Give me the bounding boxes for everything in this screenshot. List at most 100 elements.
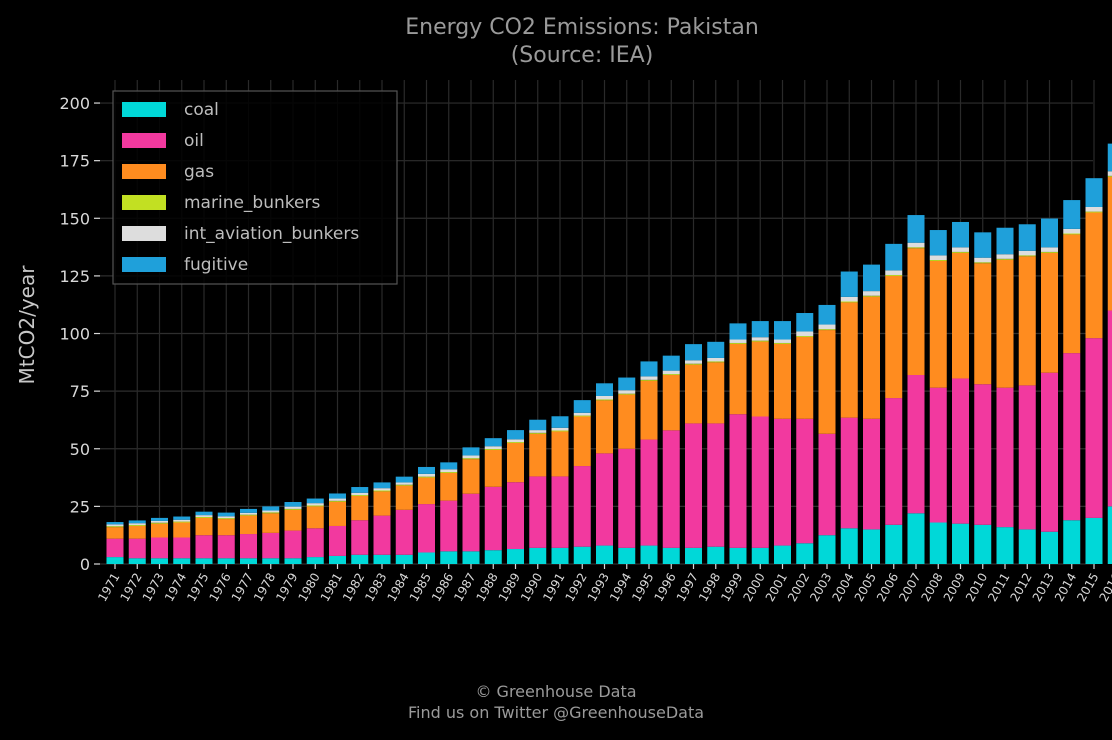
bar-marine_bunkers-1988 bbox=[484, 448, 502, 450]
bar-fugitive-1978 bbox=[262, 506, 280, 511]
bar-oil-2009 bbox=[952, 378, 969, 524]
bar-marine_bunkers-1972 bbox=[128, 525, 146, 526]
bar-coal-2002 bbox=[796, 543, 814, 564]
bar-coal-1993 bbox=[596, 545, 613, 564]
bar-gas-2001 bbox=[774, 343, 791, 419]
x-tick-label: 1981 bbox=[318, 571, 345, 604]
bar-coal-1976 bbox=[217, 558, 235, 564]
bar-gas-2005 bbox=[863, 296, 880, 419]
footer-copyright: © Greenhouse Data bbox=[475, 682, 637, 701]
bar-fugitive-1992 bbox=[573, 400, 591, 413]
bar-fugitive-1979 bbox=[284, 502, 302, 507]
x-tick-label: 2001 bbox=[763, 571, 790, 604]
bar-coal-1972 bbox=[128, 558, 146, 564]
bar-fugitive-1972 bbox=[128, 520, 146, 524]
bar-oil-1976 bbox=[217, 535, 235, 559]
bar-gas-1979 bbox=[284, 509, 302, 531]
bar-coal-1981 bbox=[329, 555, 346, 564]
x-tick-label: 1984 bbox=[384, 571, 411, 604]
bar-oil-2011 bbox=[996, 387, 1014, 528]
bar-coal-1973 bbox=[151, 558, 168, 564]
bar-gas-1976 bbox=[217, 519, 235, 536]
legend: coal oil gas marine_bunkers int_aviation_bun… bbox=[112, 90, 398, 285]
bar-int_aviation_bunkers-1993 bbox=[596, 395, 613, 400]
bar-gas-2013 bbox=[1041, 252, 1058, 373]
bar-oil-1988 bbox=[484, 486, 502, 551]
bar-int_aviation_bunkers-1971 bbox=[106, 524, 124, 527]
x-tick-label: 2000 bbox=[740, 571, 767, 604]
bar-coal-1979 bbox=[284, 558, 302, 564]
bar-oil-2012 bbox=[1018, 385, 1036, 530]
bar-coal-2011 bbox=[996, 527, 1014, 564]
y-tick-label: 125 bbox=[59, 267, 90, 286]
bar-int_aviation_bunkers-1995 bbox=[640, 376, 658, 380]
bar-oil-2010 bbox=[974, 384, 992, 525]
bar-gas-2003 bbox=[818, 330, 836, 434]
bar-int_aviation_bunkers-2007 bbox=[907, 242, 925, 248]
bar-coal-2013 bbox=[1041, 531, 1058, 564]
legend-label-fugitive: fugitive bbox=[184, 255, 248, 275]
x-tick-label: 2016 bbox=[1096, 571, 1112, 604]
x-tick-label: 1974 bbox=[162, 571, 189, 604]
bar-coal-2006 bbox=[885, 524, 903, 564]
bar-oil-1989 bbox=[507, 482, 524, 550]
bar-int_aviation_bunkers-2001 bbox=[774, 339, 791, 343]
bar-int_aviation_bunkers-2003 bbox=[818, 324, 836, 330]
bar-coal-1982 bbox=[351, 554, 369, 564]
bar-fugitive-1994 bbox=[618, 377, 636, 391]
x-tick-label: 2008 bbox=[918, 571, 945, 604]
bar-fugitive-2012 bbox=[1018, 224, 1036, 251]
bar-oil-1981 bbox=[329, 525, 346, 556]
bar-fugitive-1985 bbox=[418, 466, 435, 474]
bar-gas-1987 bbox=[462, 459, 480, 494]
bar-fugitive-1990 bbox=[529, 419, 547, 431]
bar-int_aviation_bunkers-1979 bbox=[284, 506, 302, 509]
bar-marine_bunkers-1994 bbox=[618, 393, 636, 395]
y-axis-label: MtCO2/year bbox=[15, 265, 39, 385]
bar-gas-1974 bbox=[173, 522, 191, 538]
bar-marine_bunkers-1977 bbox=[240, 514, 257, 516]
bar-marine_bunkers-1976 bbox=[217, 518, 235, 520]
bar-fugitive-1971 bbox=[106, 522, 124, 525]
bar-marine_bunkers-2011 bbox=[996, 258, 1014, 260]
x-tick-label: 1972 bbox=[117, 571, 144, 604]
bar-gas-1989 bbox=[507, 443, 524, 483]
x-tick-label: 2003 bbox=[807, 571, 834, 604]
bar-coal-2007 bbox=[907, 513, 925, 564]
bar-fugitive-2007 bbox=[907, 215, 925, 243]
bar-marine_bunkers-1990 bbox=[529, 432, 547, 434]
bar-gas-1975 bbox=[195, 517, 213, 536]
bar-coal-1996 bbox=[662, 547, 680, 564]
bar-coal-1977 bbox=[240, 558, 257, 564]
bar-marine_bunkers-1999 bbox=[729, 342, 747, 344]
bar-gas-1977 bbox=[240, 515, 257, 535]
bar-marine_bunkers-1978 bbox=[262, 512, 280, 514]
bar-marine_bunkers-1986 bbox=[440, 472, 458, 473]
bar-coal-2000 bbox=[751, 547, 769, 564]
x-tick-label: 1973 bbox=[140, 571, 167, 604]
bar-gas-1990 bbox=[529, 433, 547, 477]
bar-coal-2008 bbox=[929, 522, 947, 564]
x-tick-label: 1989 bbox=[496, 571, 523, 604]
bar-fugitive-1999 bbox=[729, 323, 747, 340]
x-tick-label: 1986 bbox=[429, 571, 456, 604]
bar-marine_bunkers-2016 bbox=[1107, 175, 1112, 177]
bar-marine_bunkers-2015 bbox=[1085, 211, 1103, 213]
bar-gas-1984 bbox=[395, 485, 413, 510]
bar-gas-1982 bbox=[351, 496, 369, 521]
bar-coal-1978 bbox=[262, 558, 280, 564]
bar-oil-1993 bbox=[596, 453, 613, 546]
x-tick-label: 1987 bbox=[451, 571, 478, 604]
bar-gas-2015 bbox=[1085, 212, 1103, 339]
x-tick-label: 2009 bbox=[941, 571, 968, 604]
bar-oil-1978 bbox=[262, 532, 280, 559]
bar-fugitive-1981 bbox=[329, 493, 346, 499]
x-tick-label: 2013 bbox=[1030, 571, 1057, 604]
bar-marine_bunkers-1992 bbox=[573, 415, 591, 417]
x-tick-label: 1998 bbox=[696, 571, 723, 604]
bar-oil-1994 bbox=[618, 448, 636, 548]
bar-fugitive-2006 bbox=[885, 243, 903, 271]
bar-oil-1973 bbox=[151, 537, 168, 559]
bar-int_aviation_bunkers-1990 bbox=[529, 430, 547, 433]
x-tick-label: 1978 bbox=[251, 571, 278, 604]
